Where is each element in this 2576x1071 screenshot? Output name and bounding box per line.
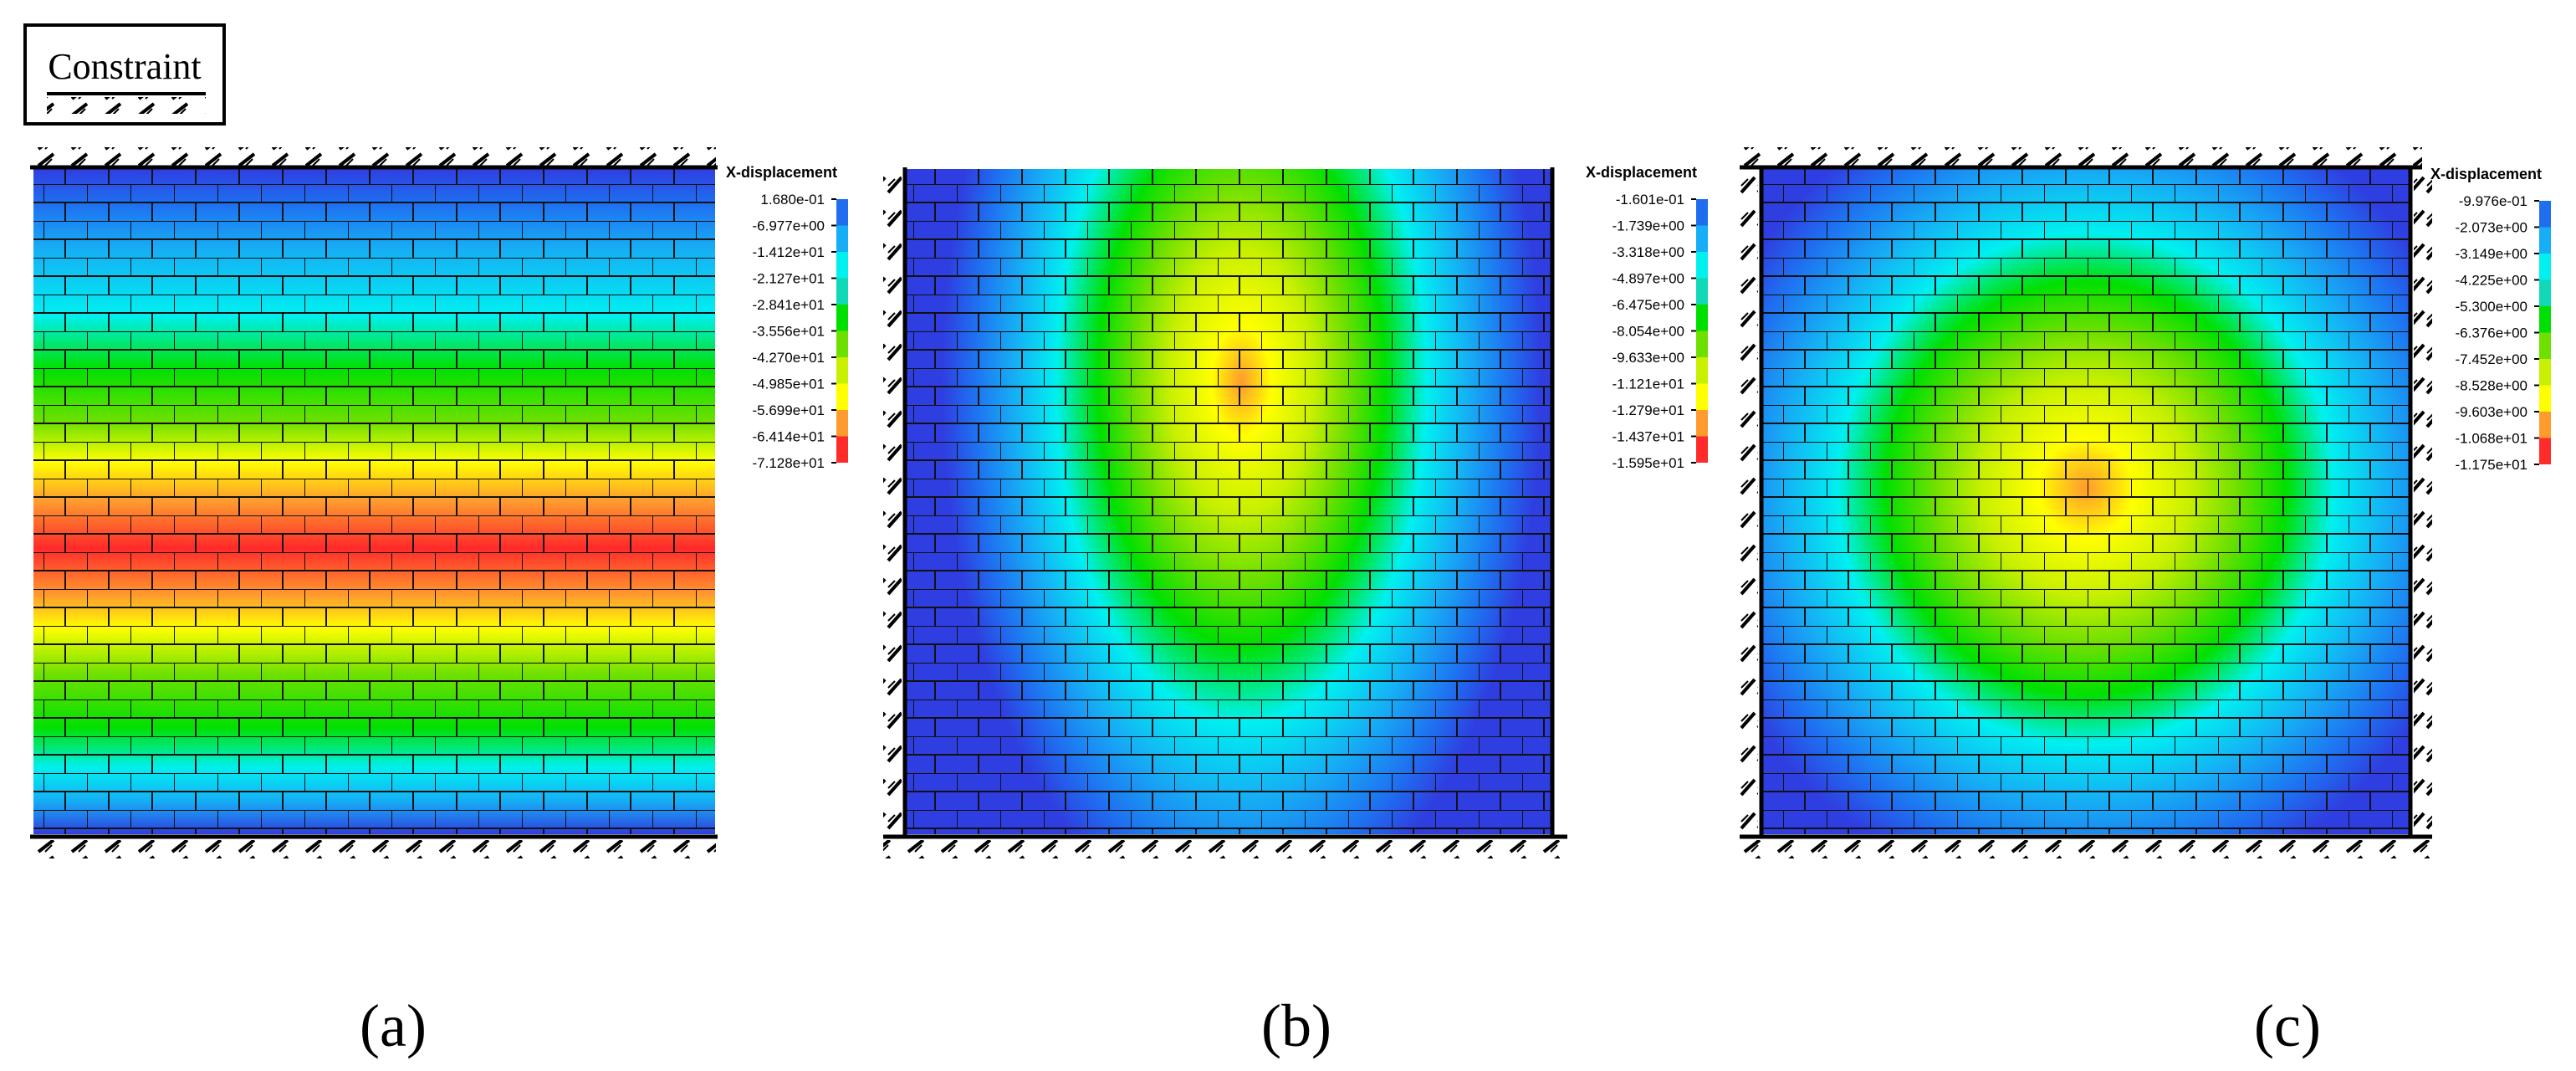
legend-tick-label-b: -9.633e+00 (1613, 350, 1685, 366)
caption-b: (b) (1261, 992, 1331, 1059)
legend-tick-label-b: -1.437e+01 (1613, 429, 1685, 445)
legend-tick-label-a: -7.128e+01 (753, 455, 825, 471)
panel-a: X-displacement 1.680e-01 -6.977e+00 -1.412… (30, 147, 848, 1059)
legend-tick-label-c: -1.068e+01 (2456, 431, 2528, 447)
left-support-b (883, 169, 902, 837)
legend-swatch-b (1696, 305, 1708, 331)
constraint-hatch-icon (47, 97, 206, 114)
legend-title-a: X-displacement (726, 164, 837, 181)
legend-swatch-c (2539, 306, 2551, 333)
legend-tick-label-a: 1.680e-01 (760, 192, 825, 208)
bottom-support-c (1740, 840, 2432, 858)
right-support-c (2414, 169, 2432, 837)
legend-tick-label-c: -3.149e+00 (2456, 246, 2528, 262)
legend-swatch-c (2539, 254, 2551, 280)
legend-swatch-c (2539, 438, 2551, 464)
legend-swatch-c (2539, 385, 2551, 412)
legend-tick-label-b: -1.601e-01 (1616, 192, 1684, 208)
legend-swatch-a (836, 410, 848, 437)
legend-swatch-c (2539, 359, 2551, 386)
brick-mesh-b (907, 169, 1551, 834)
legend-tick-label-b: -8.054e+00 (1613, 324, 1685, 340)
legend-swatch-c (2539, 227, 2551, 254)
legend-swatch-a (836, 383, 848, 410)
caption-c: (c) (2254, 992, 2321, 1059)
legend-swatch-a (836, 278, 848, 305)
legend-swatch-a (836, 252, 848, 279)
legend-tick-label-b: -1.121e+01 (1613, 377, 1685, 392)
legend-tick-label-a: -3.556e+01 (753, 324, 825, 340)
bottom-support-a (30, 840, 716, 858)
legend-tick-label-c: -6.376e+00 (2456, 325, 2528, 341)
legend-swatch-b (1696, 357, 1708, 384)
legend-tick-label-a: -6.977e+00 (753, 218, 825, 234)
brick-mesh-c (1763, 169, 2409, 834)
legend-swatch-c (2539, 412, 2551, 438)
legend-tick-label-c: -8.528e+00 (2456, 378, 2528, 394)
legend-swatch-b (1696, 252, 1708, 279)
brick-mesh-a (33, 169, 715, 834)
legend-title-c: X-displacement (2430, 166, 2542, 182)
panel-b: X-displacement -1.601e-01 -1.739e+00 -3.31… (883, 164, 1708, 1059)
left-support-c (1740, 169, 1758, 837)
legend-tick-label-a: -5.699e+01 (753, 402, 825, 418)
legend-tick-label-b: -6.475e+00 (1613, 297, 1685, 313)
legend-swatch-b (1696, 199, 1708, 226)
bottom-support-b (883, 840, 1567, 858)
constraint-key: Constraint (23, 23, 226, 126)
legend-a: X-displacement 1.680e-01 -6.977e+00 -1.412… (726, 164, 848, 471)
legend-tick-label-a: -4.270e+01 (753, 350, 825, 366)
legend-swatch-b (1696, 383, 1708, 410)
legend-c: X-displacement -9.976e-01 -2.073e+00 -3.14… (2430, 166, 2551, 473)
legend-swatch-c (2539, 332, 2551, 359)
caption-a: (a) (360, 992, 427, 1059)
constraint-label: Constraint (48, 46, 201, 87)
legend-tick-label-a: -2.841e+01 (753, 297, 825, 313)
legend-swatch-a (836, 305, 848, 331)
legend-tick-label-c: -9.603e+00 (2456, 404, 2528, 420)
legend-swatch-b (1696, 225, 1708, 252)
legend-b: X-displacement -1.601e-01 -1.739e+00 -3.31… (1586, 164, 1708, 471)
legend-tick-label-c: -1.175e+01 (2456, 457, 2528, 473)
legend-tick-label-a: -4.985e+01 (753, 377, 825, 392)
legend-title-b: X-displacement (1586, 164, 1697, 181)
legend-swatch-a (836, 199, 848, 226)
legend-swatch-b (1696, 436, 1708, 463)
legend-swatch-c (2539, 279, 2551, 306)
legend-tick-label-c: -9.976e-01 (2459, 193, 2527, 209)
legend-tick-label-a: -1.412e+01 (753, 244, 825, 260)
legend-tick-label-c: -7.452e+00 (2456, 351, 2528, 367)
legend-tick-label-c: -5.300e+00 (2456, 299, 2528, 315)
top-support-c (1740, 147, 2422, 166)
legend-swatch-a (836, 436, 848, 463)
legend-tick-label-b: -1.739e+00 (1613, 218, 1685, 234)
legend-swatch-b (1696, 410, 1708, 437)
legend-tick-label-b: -4.897e+00 (1613, 271, 1685, 287)
legend-tick-label-c: -2.073e+00 (2456, 220, 2528, 236)
legend-swatch-a (836, 331, 848, 357)
legend-swatch-a (836, 357, 848, 384)
panel-c: X-displacement -9.976e-01 -2.073e+00 -3.14… (1740, 147, 2551, 1059)
legend-tick-label-a: -2.127e+01 (753, 271, 825, 287)
top-support-a (30, 147, 716, 166)
legend-tick-label-a: -6.414e+01 (753, 429, 825, 445)
legend-swatch-a (836, 225, 848, 252)
legend-swatch-c (2539, 201, 2551, 228)
legend-tick-label-b: -1.595e+01 (1613, 455, 1685, 471)
legend-swatch-b (1696, 278, 1708, 305)
legend-tick-label-c: -4.225e+00 (2456, 273, 2528, 289)
legend-swatch-b (1696, 331, 1708, 357)
legend-tick-label-b: -1.279e+01 (1613, 402, 1685, 418)
legend-tick-label-b: -3.318e+00 (1613, 244, 1685, 260)
